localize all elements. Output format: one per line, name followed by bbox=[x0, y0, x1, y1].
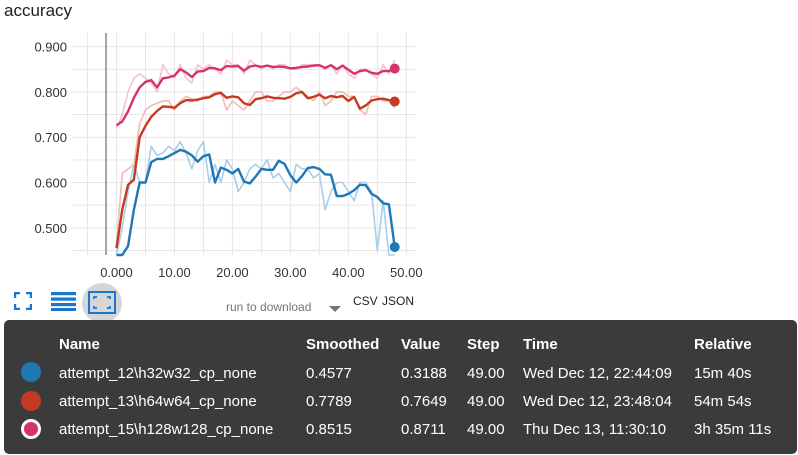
series-end-point bbox=[389, 241, 400, 252]
dropdown-arrow-icon bbox=[329, 306, 341, 312]
series-end-point bbox=[389, 63, 400, 74]
row-name: attempt_15\h128w128_cp_none bbox=[59, 421, 274, 438]
y-tick-label: 0.500 bbox=[34, 221, 67, 236]
tick-labels: 0.500 0.600 0.700 0.800 0.900 0.000 10.00 20.00… bbox=[34, 40, 422, 280]
row-name: attempt_12\h32w32_cp_none bbox=[59, 365, 257, 382]
row-value: 0.7649 bbox=[401, 393, 447, 410]
row-relative: 3h 35m 11s bbox=[694, 421, 772, 438]
tooltip-table: Name Smoothed Value Step Time Relative a… bbox=[4, 320, 797, 454]
row-smoothed: 0.7789 bbox=[306, 393, 352, 410]
row-smoothed: 0.8515 bbox=[306, 421, 352, 438]
list-lines-icon[interactable] bbox=[51, 291, 76, 311]
raw-series-line bbox=[115, 140, 395, 256]
y-tick-label: 0.700 bbox=[34, 130, 67, 145]
row-step: 49.00 bbox=[467, 365, 505, 382]
row-name: attempt_13\h64w64_cp_none bbox=[59, 393, 257, 410]
series-color-swatch bbox=[21, 391, 41, 411]
header-name: Name bbox=[59, 336, 100, 353]
smoothed-series-line bbox=[116, 148, 396, 257]
y-tick-label: 0.600 bbox=[34, 176, 67, 191]
x-tick-label: 10.00 bbox=[158, 265, 191, 280]
series-end-point bbox=[389, 96, 400, 107]
y-tick-label: 0.800 bbox=[34, 85, 67, 100]
header-relative: Relative bbox=[694, 336, 752, 353]
raw-series-layer bbox=[115, 59, 396, 256]
fullscreen-icon[interactable] bbox=[14, 292, 32, 310]
row-time: Wed Dec 12, 22:44:09 bbox=[523, 365, 672, 382]
row-value: 0.3188 bbox=[401, 365, 447, 382]
json-download-link[interactable]: JSON bbox=[382, 294, 415, 308]
row-relative: 15m 40s bbox=[694, 365, 752, 382]
x-tick-label: 0.000 bbox=[100, 265, 133, 280]
smoothed-series-layer bbox=[115, 63, 400, 257]
header-value: Value bbox=[401, 336, 441, 353]
series-color-swatch bbox=[21, 362, 41, 382]
fit-domain-button[interactable] bbox=[82, 283, 122, 323]
header-step: Step bbox=[467, 336, 500, 353]
x-tick-label: 20.00 bbox=[216, 265, 249, 280]
row-step: 49.00 bbox=[467, 393, 505, 410]
run-select-value: run to download bbox=[226, 300, 312, 314]
x-tick-label: 50.00 bbox=[390, 265, 423, 280]
series-color-swatch bbox=[21, 419, 41, 439]
header-time: Time bbox=[523, 336, 558, 353]
row-value: 0.8711 bbox=[401, 421, 446, 438]
raw-series-line bbox=[115, 59, 396, 129]
y-tick-label: 0.900 bbox=[34, 40, 67, 55]
smoothed-series-line bbox=[115, 90, 395, 249]
fit-domain-icon bbox=[88, 291, 116, 314]
x-tick-label: 30.00 bbox=[274, 265, 307, 280]
csv-download-link[interactable]: CSV bbox=[353, 294, 378, 308]
row-smoothed: 0.4577 bbox=[306, 365, 352, 382]
header-smoothed: Smoothed bbox=[306, 336, 380, 353]
smoothed-series-line bbox=[115, 63, 396, 127]
row-time: Thu Dec 13, 11:30:10 bbox=[523, 421, 667, 438]
x-tick-label: 40.00 bbox=[332, 265, 365, 280]
row-relative: 54m 54s bbox=[694, 393, 752, 410]
grid bbox=[73, 33, 415, 255]
row-step: 49.00 bbox=[467, 421, 505, 438]
chart-title: accuracy bbox=[4, 1, 73, 20]
chart-plot[interactable]: 0.500 0.600 0.700 0.800 0.900 0.000 10.00 20.00… bbox=[0, 0, 798, 290]
raw-series-line bbox=[115, 86, 396, 247]
row-time: Wed Dec 12, 23:48:04 bbox=[523, 393, 672, 410]
